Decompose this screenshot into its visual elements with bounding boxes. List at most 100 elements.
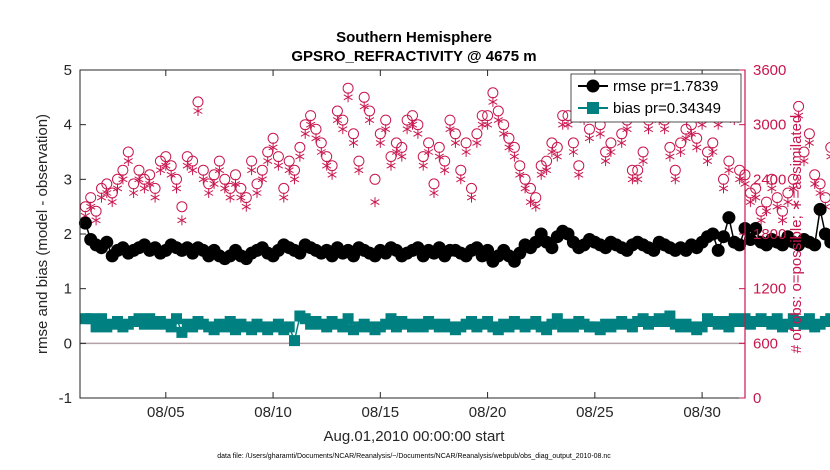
obs-assimilated-point — [450, 137, 461, 148]
obs-assimilated-point — [112, 183, 123, 194]
obs-assimilated-point — [241, 201, 251, 212]
rmse-point — [78, 216, 92, 230]
obs-assimilated-point — [204, 188, 214, 198]
obs-possible-point — [825, 141, 830, 153]
legend-rmse-marker — [586, 79, 600, 93]
obs-possible-point — [369, 173, 381, 185]
y-right-tick-label: 2400 — [753, 171, 786, 188]
obs-assimilated-point — [681, 133, 691, 144]
x-axis-label: Aug.01,2010 00:00:00 start — [324, 428, 506, 445]
obs-assimilated-point — [552, 151, 562, 162]
y-right-tick-label: 3600 — [753, 62, 786, 79]
obs-assimilated-point — [434, 151, 444, 162]
obs-assimilated-point — [102, 188, 112, 198]
obs-assimilated-point — [488, 96, 498, 107]
obs-assimilated-point — [91, 215, 101, 226]
obs-assimilated-point — [767, 183, 777, 194]
obs-assimilated-point — [756, 215, 766, 226]
rmse-point — [808, 238, 822, 252]
obs-assimilated-point — [166, 169, 176, 180]
obs-assimilated-point — [493, 115, 503, 126]
y-left-tick-label: 5 — [64, 62, 72, 79]
obs-assimilated-point — [708, 147, 718, 157]
obs-assimilated-point — [364, 115, 375, 126]
obs-assimilated-point — [584, 133, 595, 144]
rmse-point — [100, 235, 114, 249]
obs-assimilated-point — [670, 174, 680, 185]
bias-point — [337, 321, 349, 333]
obs-assimilated-point — [348, 137, 359, 148]
obs-assimilated-point — [311, 133, 321, 144]
obs-assimilated-point — [252, 188, 262, 198]
x-tick-label: 08/25 — [576, 404, 614, 421]
y-right-tick-label: 1200 — [753, 281, 786, 298]
obs-assimilated-point — [761, 206, 772, 217]
obs-assimilated-point — [547, 147, 557, 157]
obs-assimilated-point — [783, 197, 793, 208]
rmse-point — [733, 238, 747, 252]
rmse-point — [711, 243, 725, 257]
obs-assimilated-point — [155, 165, 166, 176]
bias-point — [664, 310, 676, 322]
bias-point — [224, 316, 236, 327]
bias-point — [342, 313, 354, 325]
obs-assimilated-point — [482, 119, 493, 130]
obs-assimilated-point — [643, 124, 654, 135]
x-tick-label: 08/30 — [683, 404, 721, 421]
y-right-tick-label: 1800 — [753, 226, 786, 243]
obs-assimilated-point — [118, 174, 128, 185]
obs-assimilated-point — [134, 174, 144, 185]
bias-point — [176, 326, 188, 338]
obs-assimilated-point — [316, 147, 326, 157]
bias-point — [283, 321, 295, 333]
obs-assimilated-point — [692, 142, 702, 153]
obs-assimilated-point — [230, 178, 241, 189]
y-right-tick-label: 0 — [753, 390, 761, 407]
obs-assimilated-point — [338, 124, 348, 135]
bias-point — [171, 313, 182, 325]
obs-assimilated-point — [525, 197, 536, 208]
rmse-point — [481, 243, 495, 257]
obs-assimilated-point — [799, 156, 809, 167]
bias-point — [696, 321, 708, 333]
obs-assimilated-point — [751, 192, 761, 203]
rmse-point — [813, 202, 827, 216]
obs-possible-point — [793, 100, 805, 112]
obs-assimilated-point — [810, 178, 820, 189]
obs-assimilated-point — [520, 183, 530, 194]
obs-assimilated-point — [617, 137, 627, 148]
y-left-tick-label: 0 — [64, 335, 72, 352]
obs-assimilated-point — [563, 119, 573, 130]
obs-assimilated-point — [606, 147, 616, 157]
obs-assimilated-point — [247, 165, 257, 176]
obs-assimilated-point — [177, 215, 187, 226]
y-right-tick-label: 600 — [753, 335, 778, 352]
obs-assimilated-point — [676, 147, 686, 157]
obs-assimilated-point — [745, 197, 755, 208]
bias-point — [90, 321, 102, 333]
obs-assimilated-point — [171, 183, 182, 194]
obs-assimilated-point — [574, 169, 584, 180]
obs-assimilated-point — [826, 153, 830, 160]
obs-assimilated-point — [397, 151, 407, 162]
obs-assimilated-point — [622, 124, 632, 135]
obs-assimilated-point — [306, 119, 316, 130]
obs-assimilated-point — [279, 192, 289, 203]
y-left-tick-label: 1 — [64, 281, 72, 298]
obs-assimilated-point — [150, 192, 160, 203]
obs-assimilated-point — [724, 165, 734, 176]
obs-assimilated-point — [359, 101, 369, 112]
obs-assimilated-point — [268, 142, 278, 153]
rmse-series — [78, 202, 830, 268]
obs-assimilated-point — [804, 137, 814, 148]
rmse-point — [545, 241, 559, 255]
obs-assimilated-point — [429, 188, 439, 198]
obs-assimilated-point — [145, 178, 155, 189]
bias-point — [825, 313, 830, 325]
obs-assimilated-point — [788, 183, 798, 194]
y-right-tick-label: 3000 — [753, 117, 786, 134]
obs-assimilated-point — [123, 156, 133, 167]
x-axis: 08/05 08/10 08/15 08/20 08/25 08/30 — [147, 70, 721, 421]
obs-assimilated-point — [461, 147, 471, 157]
